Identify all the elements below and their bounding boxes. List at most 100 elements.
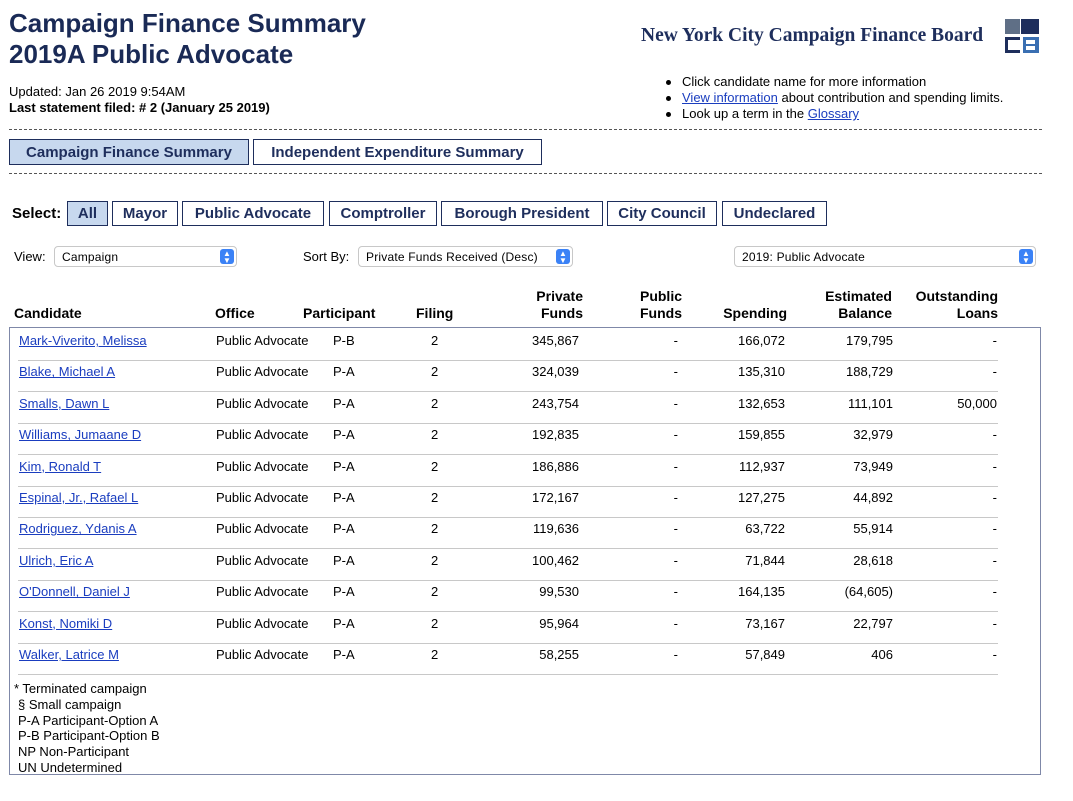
spending-cell: 63,722 [745, 521, 785, 537]
public-funds-cell: - [673, 615, 678, 631]
legend-item: NP Non-Participant [18, 744, 130, 760]
filing-cell: 2 [431, 615, 439, 631]
filing-cell: 2 [431, 647, 439, 662]
sort-select[interactable]: Private Funds Received (Desc) ▲ ▼ [358, 246, 573, 267]
filter-city-council-button[interactable]: City Council [607, 201, 717, 226]
participant-cell: P-A [333, 521, 355, 537]
candidate-link[interactable]: Mark-Viverito, Melissa [19, 333, 147, 348]
filing-cell: 2 [431, 395, 439, 411]
filter-all-button[interactable]: All [67, 201, 108, 226]
view-information-link[interactable]: View information [682, 90, 778, 105]
candidate-link[interactable]: Walker, Latrice M [19, 647, 119, 662]
page-title: Campaign Finance Summary 2019A Public Ad… [9, 8, 366, 70]
candidate-link[interactable]: Kim, Ronald T [19, 458, 102, 474]
participant-cell: P-A [333, 647, 355, 662]
header-private-funds: Private Funds [536, 288, 583, 321]
update-info: Updated: Jan 26 2019 9:54AM Last stateme… [9, 84, 270, 116]
office-cell: Public Advocate [216, 364, 309, 380]
private-funds-cell: 119,636 [532, 521, 579, 537]
select-arrows-icon: ▲ ▼ [220, 249, 234, 264]
filter-undeclared-button[interactable]: Undeclared [722, 201, 827, 226]
public-funds-cell: - [673, 490, 678, 505]
participant-cell: P-B [333, 333, 355, 348]
private-funds-cell: 95,964 [539, 615, 579, 631]
participant-cell: P-A [333, 395, 355, 411]
spending-cell: 159,855 [738, 427, 785, 443]
table-row: Konst, Nomiki D Public Advocate P-A 2 95,964… [18, 612, 998, 644]
balance-cell: 28,618 [853, 552, 893, 568]
filing-cell: 2 [431, 521, 439, 537]
office-cell: Public Advocate [216, 427, 309, 443]
balance-cell: 111,101 [847, 395, 893, 411]
loans-cell: - [992, 552, 997, 568]
candidate-link[interactable]: O'Donnell, Daniel J [19, 584, 130, 600]
last-statement: Last statement filed: # 2 (January 25 20… [9, 100, 270, 115]
candidate-link[interactable]: Williams, Jumaane D [19, 427, 142, 443]
filter-comptroller-button[interactable]: Comptroller [329, 201, 437, 226]
candidate-link[interactable]: Espinal, Jr., Rafael L [19, 490, 139, 505]
divider [9, 173, 1042, 174]
header-office: Office [215, 305, 255, 321]
cfb-logo-icon [1005, 19, 1039, 53]
table-row: Ulrich, Eric A Public Advocate P-A 2 100,462… [18, 549, 998, 581]
view-label: View: [14, 249, 46, 264]
spending-cell: 166,072 [738, 333, 785, 348]
spending-cell: 127,275 [738, 490, 785, 505]
info-list: Click candidate name for more informatio… [664, 74, 1003, 122]
participant-cell: P-A [333, 584, 355, 600]
header-candidate: Candidate [14, 305, 82, 321]
public-funds-cell: - [673, 458, 678, 474]
tab-campaign-finance-summary[interactable]: Campaign Finance Summary [9, 139, 249, 165]
candidate-link[interactable]: Rodriguez, Ydanis A [19, 521, 137, 537]
office-cell: Public Advocate [216, 552, 309, 568]
office-cell: Public Advocate [216, 647, 309, 662]
candidate-link[interactable]: Smalls, Dawn L [19, 395, 110, 411]
brand-name: New York City Campaign Finance Board [641, 25, 984, 46]
balance-cell: (64,605) [844, 584, 893, 600]
balance-cell: 55,914 [853, 521, 893, 537]
candidate-link[interactable]: Konst, Nomiki D [19, 615, 113, 631]
divider [9, 129, 1042, 130]
tab-independent-expenditure-summary[interactable]: Independent Expenditure Summary [253, 139, 542, 165]
filing-cell: 2 [431, 490, 439, 505]
loans-cell: - [992, 427, 997, 443]
header-participant: Participant [303, 305, 376, 321]
filter-mayor-button[interactable]: Mayor [112, 201, 178, 226]
info-item: Click candidate name for more informatio… [664, 74, 1003, 90]
candidate-link[interactable]: Ulrich, Eric A [19, 552, 94, 568]
balance-cell: 22,797 [853, 615, 893, 631]
private-funds-cell: 186,886 [532, 458, 579, 474]
office-cell: Public Advocate [216, 615, 309, 631]
legend-item: § Small campaign [18, 696, 122, 712]
private-funds-cell: 172,167 [532, 490, 579, 505]
filing-cell: 2 [431, 333, 439, 348]
public-funds-cell: - [673, 647, 678, 662]
private-funds-cell: 192,835 [532, 427, 579, 443]
balance-cell: 73,949 [853, 458, 893, 474]
participant-cell: P-A [333, 552, 355, 568]
glossary-link[interactable]: Glossary [807, 106, 860, 121]
candidate-link[interactable]: Blake, Michael A [19, 364, 116, 380]
loans-cell: - [992, 584, 997, 600]
header-estimated-balance: Estimated Balance [825, 288, 892, 321]
spending-cell: 73,167 [745, 615, 785, 631]
balance-cell: 44,892 [853, 490, 893, 505]
private-funds-cell: 324,039 [532, 364, 579, 380]
filing-cell: 2 [431, 364, 439, 380]
filter-borough-president-button[interactable]: Borough President [441, 201, 603, 226]
office-cell: Public Advocate [216, 490, 309, 505]
private-funds-cell: 58,255 [539, 647, 579, 662]
loans-cell: - [992, 521, 997, 537]
participant-cell: P-A [333, 364, 355, 380]
table-row: Williams, Jumaane D Public Advocate P-A 2 19… [18, 423, 998, 456]
election-select[interactable]: 2019: Public Advocate ▲ ▼ [734, 246, 1036, 267]
table-row: Rodriguez, Ydanis A Public Advocate P-A 2 11… [18, 517, 998, 550]
view-select[interactable]: Campaign ▲ ▼ [54, 246, 237, 267]
filter-public-advocate-button[interactable]: Public Advocate [182, 201, 324, 226]
table-row: Smalls, Dawn L Public Advocate P-A 2 243,754… [18, 392, 998, 424]
table-row: Kim, Ronald T Public Advocate P-A 2 186,886 -… [18, 455, 998, 487]
filing-cell: 2 [431, 552, 439, 568]
public-funds-cell: - [673, 552, 678, 568]
table-row: Blake, Michael A Public Advocate P-A 2 324,0… [18, 360, 998, 393]
title-line-2: 2019A Public Advocate [9, 39, 294, 69]
